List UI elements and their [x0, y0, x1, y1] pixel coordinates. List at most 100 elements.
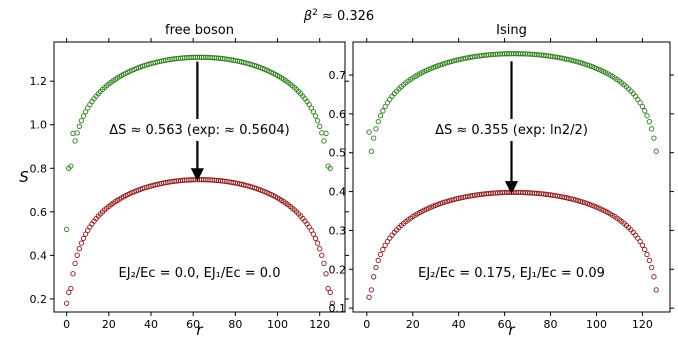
- data-point: [80, 235, 87, 242]
- x-tick-label: 100: [267, 318, 288, 331]
- y-tick-label: 0.3: [329, 224, 347, 237]
- data-point: [375, 118, 381, 125]
- data-point: [377, 113, 384, 119]
- data-point: [64, 226, 70, 232]
- data-point: [568, 57, 574, 63]
- data-point: [78, 240, 85, 246]
- data-point: [575, 59, 581, 65]
- data-point: [639, 242, 646, 248]
- data-point: [648, 264, 655, 271]
- data-point: [366, 129, 372, 135]
- data-point: [368, 287, 375, 293]
- annotation-params: EJ₂/Ec = 0.175, EJ₁/Ec = 0.09: [418, 266, 605, 281]
- data-point: [68, 285, 74, 292]
- data-point: [651, 135, 657, 141]
- data-point: [387, 235, 393, 241]
- data-point: [580, 60, 586, 67]
- data-point: [651, 274, 657, 280]
- data-point: [435, 63, 441, 69]
- x-tick-label: 100: [586, 318, 607, 331]
- data-point: [321, 260, 327, 266]
- data-point: [442, 199, 448, 205]
- series-1: [366, 51, 659, 154]
- data-point: [323, 130, 329, 137]
- data-point: [368, 148, 375, 154]
- annotation-params: EJ₂/Ec = 0.0, EJ₁/Ec = 0.0: [119, 266, 281, 281]
- data-point: [387, 96, 393, 103]
- data-point: [642, 108, 648, 114]
- panel-title: Ising: [496, 23, 527, 38]
- data-point: [582, 61, 588, 67]
- data-point: [644, 251, 650, 258]
- y-axis-label: S: [19, 168, 29, 186]
- data-point: [577, 198, 584, 204]
- data-point: [646, 118, 652, 125]
- data-point: [648, 126, 655, 132]
- data-point: [449, 197, 455, 203]
- data-point: [437, 200, 443, 207]
- data-point: [373, 264, 379, 271]
- data-point: [366, 294, 372, 300]
- data-point: [327, 289, 333, 296]
- data-point: [584, 200, 590, 207]
- data-point: [439, 200, 446, 206]
- data-point: [76, 123, 82, 129]
- data-point: [329, 300, 335, 306]
- x-tick-label: 120: [309, 318, 330, 331]
- data-point: [74, 130, 80, 136]
- data-point: [573, 197, 579, 203]
- data-point: [570, 196, 577, 203]
- data-point: [380, 246, 386, 253]
- data-point: [584, 62, 590, 68]
- data-point: [72, 260, 78, 266]
- data-point: [577, 60, 584, 66]
- y-tick-label: 0.7: [329, 69, 347, 82]
- y-tick-label: 0.4: [329, 186, 347, 199]
- data-point: [74, 252, 80, 258]
- data-point: [310, 109, 317, 115]
- data-point: [568, 196, 574, 202]
- data-point: [642, 246, 648, 253]
- data-point: [653, 287, 659, 293]
- data-point: [653, 148, 659, 154]
- annotation-delta-s: ΔS ≈ 0.563 (exp: ≈ 0.5604): [109, 123, 290, 138]
- data-point: [444, 198, 450, 204]
- series-2: [366, 189, 659, 300]
- y-tick-label: 0.4: [30, 249, 48, 262]
- data-point: [371, 274, 377, 280]
- y-tick-label: 0.8: [30, 162, 48, 175]
- data-point: [375, 257, 381, 263]
- data-point: [439, 61, 446, 67]
- y-tick-label: 0.2: [30, 293, 48, 306]
- x-axis-label: r: [196, 321, 203, 339]
- y-tick-label: 0.6: [329, 108, 347, 121]
- data-point: [442, 60, 448, 67]
- data-point: [66, 289, 72, 296]
- x-tick-label: 40: [452, 318, 466, 331]
- x-tick-label: 40: [144, 318, 158, 331]
- x-tick-label: 60: [186, 318, 200, 331]
- annotation-background: [399, 119, 624, 141]
- data-point: [64, 300, 70, 306]
- x-tick-label: 80: [544, 318, 558, 331]
- data-point: [319, 252, 325, 258]
- panel-title: free boson: [165, 23, 234, 38]
- data-point: [70, 130, 76, 137]
- data-point: [310, 231, 317, 237]
- data-point: [72, 138, 78, 144]
- suptitle: β2 ≈ 0.326: [303, 8, 374, 24]
- data-point: [573, 58, 579, 65]
- annotation-background: [87, 119, 312, 141]
- data-point: [78, 118, 85, 124]
- data-point: [637, 100, 643, 106]
- data-point: [570, 58, 577, 64]
- series-2: [64, 176, 335, 306]
- data-point: [586, 63, 593, 69]
- plot-frame: [352, 41, 671, 313]
- data-point: [580, 199, 586, 205]
- data-point: [433, 63, 439, 70]
- data-point: [446, 198, 453, 204]
- data-point: [582, 200, 588, 206]
- data-point: [449, 58, 455, 65]
